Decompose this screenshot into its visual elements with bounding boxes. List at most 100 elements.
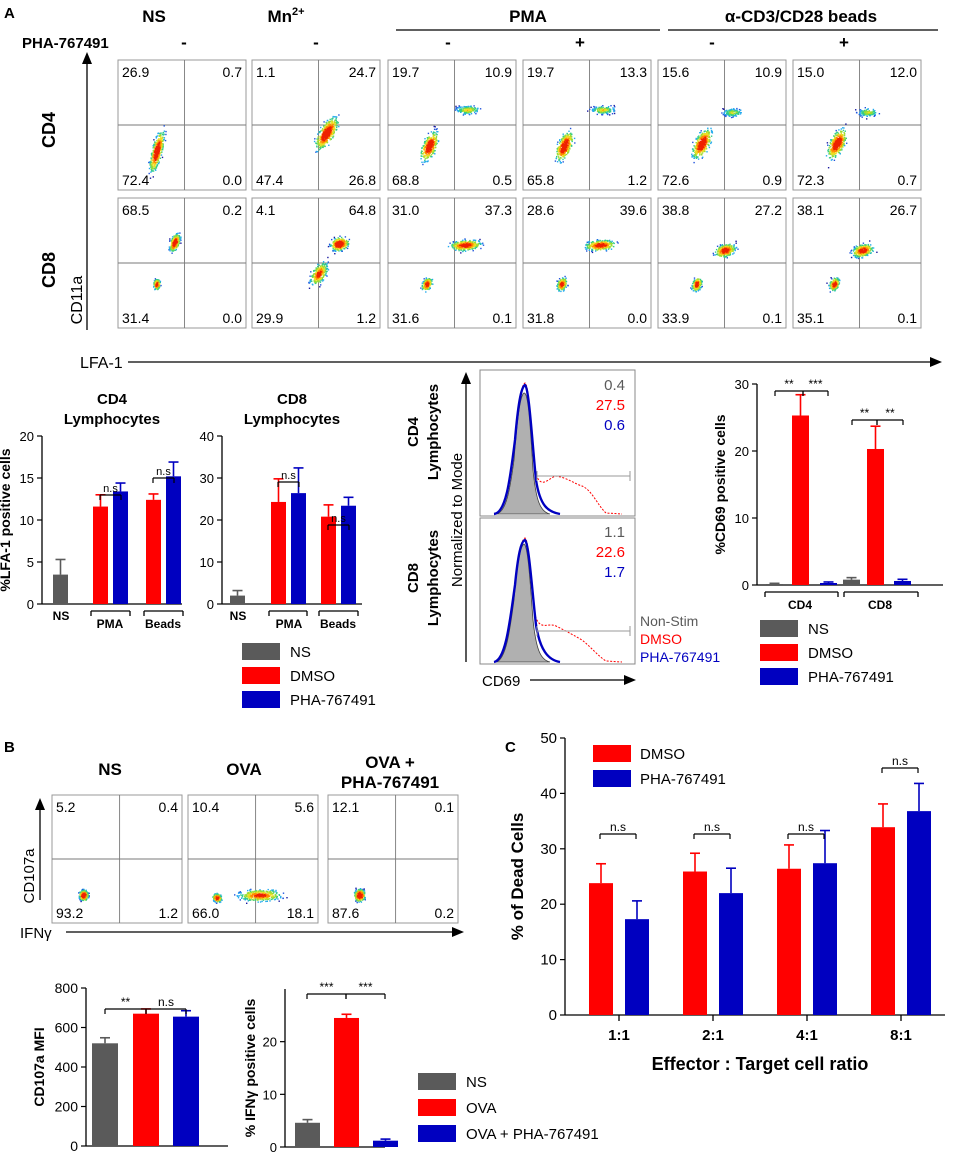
pha-sign-2: -	[445, 33, 451, 52]
flow-cd4-4-ll: 72.6	[662, 172, 689, 188]
flow-cd8-2-ll: 31.6	[392, 310, 419, 326]
chart-cd107a-mfi: 0 200 400 600 800 CD107a MFI ** n.s	[31, 980, 228, 1154]
chart-dead-xtick-label-2: 4:1	[796, 1027, 818, 1044]
header-mn: Mn2+	[267, 6, 304, 26]
chart-dead-bar-6	[871, 827, 895, 1015]
chart-ifng: 0 10 20 % IFNγ positive cells *** ***	[242, 980, 398, 1155]
flow-cd4-2-events	[420, 105, 482, 166]
flow-cd8-5-lr: 0.1	[898, 310, 918, 326]
chart-ifng-ytick-label: 0	[270, 1140, 277, 1155]
panel-b-letter: B	[4, 739, 15, 756]
header-beads: α-CD3/CD28 beads	[725, 7, 877, 26]
legend-cd69-swatch-dmso	[760, 644, 798, 661]
flow-cd4-5-ur: 12.0	[890, 64, 917, 80]
chart-lfa-cd4-ytick-label: 20	[20, 429, 34, 444]
flow-cd8-0-events	[153, 232, 182, 291]
chart-cd69-bar-5	[894, 580, 911, 585]
chart-dead-sig-label-1: n.s	[704, 820, 720, 834]
chart-lfa-cd8-bar-2	[291, 493, 306, 604]
chart-dead-bar-2	[683, 871, 707, 1015]
flow-cd4-4-lr: 0.9	[763, 172, 783, 188]
chart-lfa-cd4-title-1: CD4	[97, 391, 128, 408]
flow-b-2-events	[353, 887, 366, 904]
chart-ifng-ytick-label: 20	[263, 1035, 277, 1050]
flow-cd4-1: 1.1 24.7 47.4 26.8	[251, 59, 381, 191]
chart-dead-ytick-label: 50	[540, 730, 557, 747]
cd107a-arrow-head	[35, 798, 45, 810]
chart-cd69-sig-label-0: **	[784, 377, 794, 391]
chart-cd107-bar-1	[133, 1013, 159, 1146]
flow-b-0-ul: 5.2	[56, 799, 76, 815]
flow-cd8-3-events	[556, 239, 619, 293]
flow-cd8-3: 28.6 39.6 31.8 0.0	[522, 197, 652, 329]
legend-lfa-swatch-ns	[242, 643, 280, 660]
flow-cd4-3-lr: 1.2	[628, 172, 648, 188]
chart-lfa-cd8-bar-3	[321, 516, 336, 604]
flow-cd8-2-events	[420, 238, 485, 293]
flow-b-2-ur: 0.1	[435, 799, 455, 815]
flow-cd4-4: 15.6 10.9 72.6 0.9	[657, 59, 787, 191]
chart-ifng-sig-label-1: ***	[358, 980, 372, 994]
legend-lfa-swatch-dmso	[242, 667, 280, 684]
row-label-cd8: CD8	[39, 252, 59, 288]
chart-cd69-bar-0	[766, 583, 783, 585]
flow-cd8-0-ur: 0.2	[223, 202, 243, 218]
chart-cd107-ytick-label: 0	[70, 1138, 78, 1154]
chart-cd69-ylabel: %CD69 positive cells	[712, 414, 728, 554]
legend-cd69-dmso: DMSO	[808, 645, 853, 662]
chart-lfa-cd4-sig-label-1: n.s	[156, 466, 171, 478]
hist-cd4-pha	[493, 383, 561, 516]
hist-cd8-value-dmso: 22.6	[596, 544, 625, 561]
legend-cd69: NS DMSO PHA-767491	[760, 620, 894, 686]
header-ns: NS	[142, 7, 166, 26]
flow-cd4-1-ul: 1.1	[256, 64, 276, 80]
flow-cd8-1-events	[308, 235, 351, 289]
chart-cd107-ytick-label: 600	[55, 1020, 79, 1036]
flow-cd8-5-ur: 26.7	[890, 202, 917, 218]
flow-b-1-lr: 18.1	[287, 905, 314, 921]
flow-cd8-3-ur: 39.6	[620, 202, 647, 218]
chart-cd69-ytick-label: 10	[735, 511, 749, 526]
flow-cd8-0-ll: 31.4	[122, 310, 149, 326]
hist-cd4-value-dmso: 27.5	[596, 397, 625, 414]
chart-cd69-bar-2	[820, 582, 837, 585]
flow-cd8-4-events	[690, 240, 739, 293]
flow-cd4-1-lr: 26.8	[349, 172, 376, 188]
legend-cd69-pha: PHA-767491	[808, 669, 894, 686]
chart-cd107-ytick-label: 800	[55, 980, 79, 996]
chart-lfa-cd8-title-1: CD8	[277, 391, 307, 408]
cd107a-axis-label: CD107a	[21, 848, 38, 904]
flow-cd8-4-ur: 27.2	[755, 202, 782, 218]
flow-b-2: 12.1 0.1 87.6 0.2	[327, 794, 459, 924]
hist-legend-nonstim: Non-Stim	[640, 613, 698, 629]
chart-lfa-cd8-group-label-1: PMA	[276, 617, 303, 631]
flow-cd4-4-ul: 15.6	[662, 64, 689, 80]
hist-y-axis-label: Normalized to Mode	[449, 453, 466, 587]
flow-b-0-ur: 0.4	[159, 799, 179, 815]
chart-lfa-cd4-ylabel: %LFA-1 positive cells	[0, 448, 13, 591]
chart-lfa-cd4-bar-0	[53, 574, 68, 604]
flow-cd4-3-ll: 65.8	[527, 172, 554, 188]
flow-cd4-3-ur: 13.3	[620, 64, 647, 80]
hist-cd4-label-1: CD4	[405, 416, 422, 447]
chart-dead-ylabel: % of Dead Cells	[508, 813, 527, 941]
flow-cd4-0: 26.9 0.7 72.4 0.0	[117, 59, 247, 191]
flow-cd8-1-ur: 64.8	[349, 202, 376, 218]
legend-b-ova: OVA	[466, 1100, 497, 1117]
chart-dead-bar-5	[813, 863, 837, 1015]
chart-dead-cells: 0 10 20 30 40 50 % of Dead Cells n.s n.s n.s n.s 1:…	[508, 730, 945, 1074]
chart-dead-xtick-label-3: 8:1	[890, 1027, 912, 1044]
flow-cd4-4-ur: 10.9	[755, 64, 782, 80]
chart-dead-sig-label-0: n.s	[610, 820, 626, 834]
pha-row-label: PHA-767491	[22, 35, 109, 52]
chart-cd69-ytick-label: 0	[742, 578, 749, 593]
legend-lfa-ns: NS	[290, 644, 311, 661]
chart-dead-ytick-label: 0	[549, 1007, 557, 1024]
header-pma: PMA	[509, 7, 547, 26]
chart-lfa-cd8-sig-label-1: n.s	[331, 513, 346, 525]
flow-cd8-1: 4.1 64.8 29.9 1.2	[251, 197, 381, 329]
legend-c: DMSO PHA-767491	[593, 745, 726, 788]
chart-cd69-ytick-label: 30	[735, 377, 749, 392]
